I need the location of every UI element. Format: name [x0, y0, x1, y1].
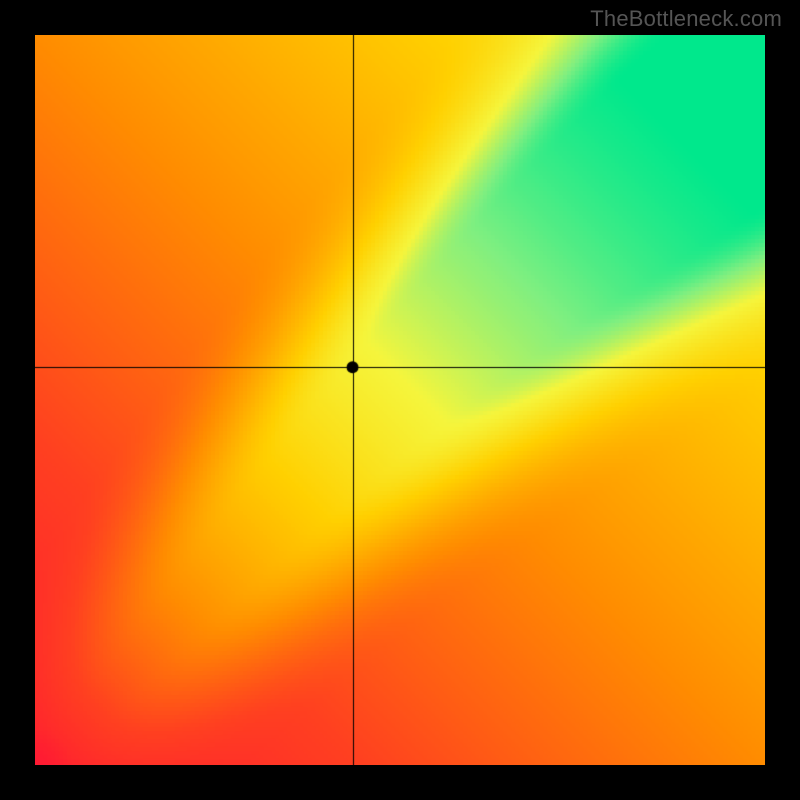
chart-frame: TheBottleneck.com [0, 0, 800, 800]
watermark-text: TheBottleneck.com [590, 6, 782, 32]
heatmap-canvas [35, 35, 765, 765]
